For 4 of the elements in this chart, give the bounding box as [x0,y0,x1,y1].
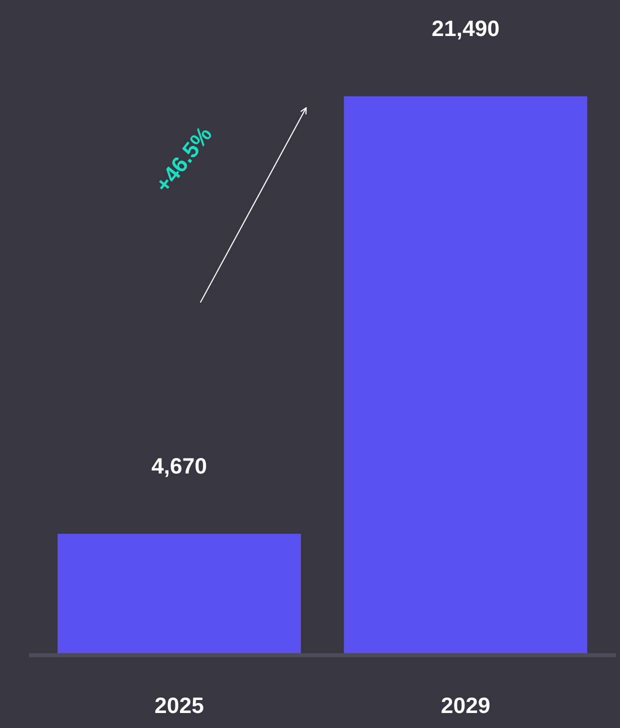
data-label: 21,490 [432,20,499,40]
x-tick-label: 2025 [155,697,204,714]
x-tick-label: 2029 [442,697,490,714]
data-label: 4,670 [152,458,206,477]
